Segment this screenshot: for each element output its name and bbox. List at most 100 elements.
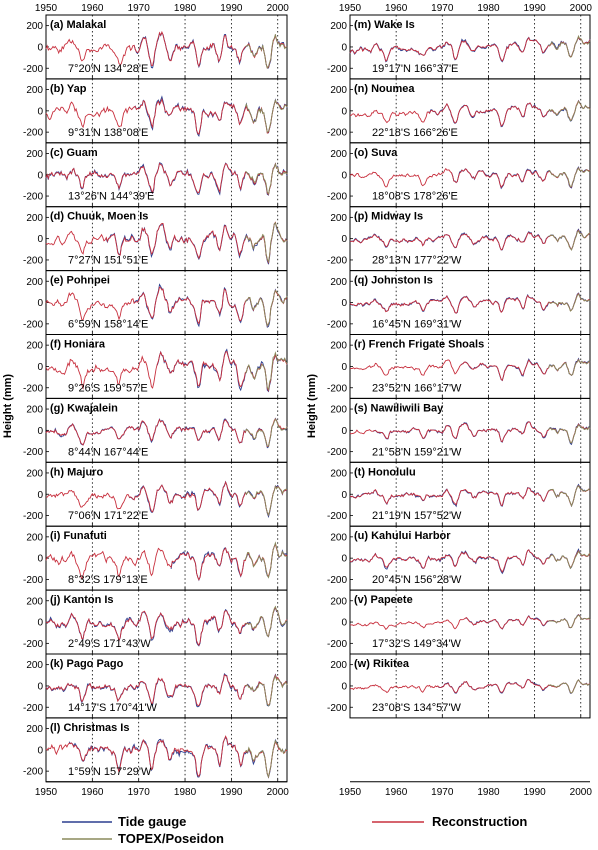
y-tick-label-b-0: 0: [37, 106, 43, 117]
y-tick-label-i-200: 200: [26, 532, 43, 543]
panel-title-t: (t) Honolulu: [354, 466, 416, 478]
panel-title-f: (f) Honiara: [50, 339, 106, 351]
panel-title-p: (p) Midway Is: [354, 211, 423, 223]
panel-title-w: (w) Rikitea: [354, 658, 410, 670]
series-tide-gauge-n: [428, 99, 591, 128]
panel-title-i: (i) Funafuti: [50, 530, 107, 542]
y-tick-label-l-0: 0: [37, 745, 43, 756]
y-tick-label-e-0: 0: [37, 298, 43, 309]
series-topex-m: [548, 34, 591, 58]
series-topex-v: [548, 614, 591, 628]
x-bottom-label-0-2000: 2000: [267, 787, 290, 798]
panel-coords-b: 9°31'N 138°08'E: [68, 127, 148, 139]
y-tick-label-q-200: 200: [330, 277, 347, 288]
y-tick-label-o-0: 0: [341, 170, 347, 181]
x-bottom-label-0-1950: 1950: [35, 787, 58, 798]
y-tick-label-g--200: -200: [23, 447, 43, 458]
y-tick-label-p--200: -200: [327, 255, 347, 266]
series-topex-e: [244, 289, 288, 327]
series-topex-r: [548, 358, 591, 376]
legend-label-0: Tide gauge: [118, 814, 186, 829]
y-tick-label-j-0: 0: [37, 618, 43, 629]
y-tick-label-r--200: -200: [327, 383, 347, 394]
legend-label-1: Reconstruction: [432, 814, 527, 829]
series-topex-p: [548, 230, 591, 251]
panel-title-v: (v) Papeete: [354, 594, 413, 606]
y-tick-label-s--200: -200: [327, 447, 347, 458]
y-axis-label-1: Height (mm): [306, 374, 318, 439]
series-reconstruction-l: [45, 735, 288, 779]
series-tide-gauge-u: [349, 548, 591, 575]
series-topex-s: [548, 424, 591, 444]
panel-coords-c: 13°26'N 144°39'E: [68, 191, 154, 203]
y-tick-label-h-0: 0: [37, 490, 43, 501]
legend-label-2: TOPEX/Poseidon: [118, 831, 224, 846]
y-tick-label-c-0: 0: [37, 170, 43, 181]
x-top-label-0-1990: 1990: [220, 3, 243, 14]
y-tick-label-n-200: 200: [330, 85, 347, 96]
series-topex-h: [244, 484, 287, 517]
y-tick-label-w--200: -200: [327, 703, 347, 714]
series-topex-f: [244, 351, 288, 391]
panel-title-a: (a) Malakal: [50, 19, 106, 31]
x-bottom-label-1-1970: 1970: [431, 787, 454, 798]
panel-coords-n: 22°18'S 166°26'E: [372, 127, 458, 139]
y-tick-label-l--200: -200: [23, 767, 43, 778]
series-topex-c: [245, 162, 288, 196]
y-tick-label-v-200: 200: [330, 596, 347, 607]
series-tide-gauge-p: [349, 228, 591, 251]
y-tick-label-h-200: 200: [26, 468, 43, 479]
series-topex-l: [245, 739, 288, 779]
panel-title-u: (u) Kahului Harbor: [354, 530, 451, 542]
series-topex-o: [548, 167, 591, 188]
y-tick-label-s-0: 0: [341, 426, 347, 437]
panel-title-j: (j) Kanton Is: [50, 594, 114, 606]
y-tick-label-n--200: -200: [327, 128, 347, 139]
panel-coords-h: 7°06'N 171°22'E: [68, 510, 148, 522]
x-top-label-1-2000: 2000: [570, 3, 593, 14]
panel-coords-k: 14°17'S 170°41'W: [68, 702, 157, 714]
series-topex-g: [244, 418, 288, 447]
series-topex-b: [244, 98, 288, 134]
y-tick-label-p-0: 0: [341, 234, 347, 245]
series-topex-k: [245, 674, 288, 707]
x-bottom-label-1-1950: 1950: [339, 787, 362, 798]
y-tick-label-o-200: 200: [330, 149, 347, 160]
y-tick-label-e-200: 200: [26, 277, 43, 288]
panel-coords-u: 20°45'N 156°28'W: [372, 574, 462, 586]
y-tick-label-c-200: 200: [26, 149, 43, 160]
series-reconstruction-q: [349, 292, 591, 314]
y-tick-label-e--200: -200: [23, 319, 43, 330]
series-tide-gauge-e: [133, 283, 288, 328]
series-reconstruction-s: [349, 421, 591, 444]
y-tick-label-m--200: -200: [327, 64, 347, 75]
y-tick-label-i--200: -200: [23, 575, 43, 586]
y-tick-label-w-200: 200: [330, 660, 347, 671]
series-topex-w: [548, 679, 591, 694]
panel-title-d: (d) Chuuk, Moen Is: [50, 211, 148, 223]
y-tick-label-w-0: 0: [341, 681, 347, 692]
panel-coords-j: 2°49'S 171°43'W: [68, 638, 151, 650]
y-tick-label-r-0: 0: [341, 362, 347, 373]
y-tick-label-g-0: 0: [37, 426, 43, 437]
panel-coords-s: 21°58'N 159°21'W: [372, 446, 462, 458]
y-tick-label-k-0: 0: [37, 681, 43, 692]
y-tick-label-o--200: -200: [327, 192, 347, 203]
series-reconstruction-g: [45, 417, 288, 448]
y-tick-label-v--200: -200: [327, 639, 347, 650]
y-tick-label-l-200: 200: [26, 724, 43, 735]
y-tick-label-d-200: 200: [26, 213, 43, 224]
y-tick-label-i-0: 0: [37, 554, 43, 565]
x-bottom-label-0-1970: 1970: [128, 787, 151, 798]
y-tick-label-t-0: 0: [341, 490, 347, 501]
series-topex-d: [244, 221, 288, 264]
panel-coords-w: 23°08'S 134°57'W: [372, 702, 461, 714]
series-reconstruction-n: [349, 100, 591, 127]
panel-coords-o: 18°08'S 178°26'E: [372, 191, 458, 203]
x-top-label-0-1960: 1960: [81, 3, 104, 14]
y-tick-label-p-200: 200: [330, 213, 347, 224]
panel-title-r: (r) French Frigate Shoals: [354, 339, 484, 351]
x-bottom-label-1-1980: 1980: [477, 787, 500, 798]
